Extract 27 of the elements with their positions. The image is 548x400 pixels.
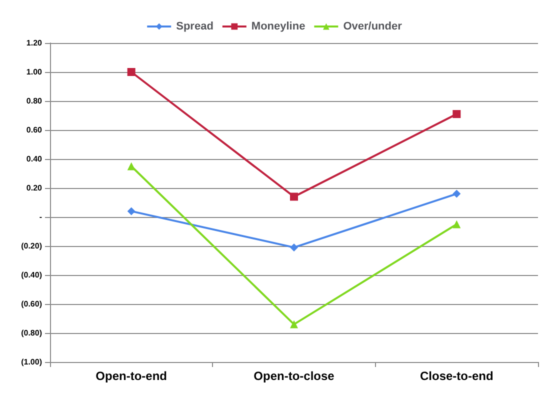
y-tick-label: -	[39, 212, 42, 222]
y-tick-label: (1.00)	[21, 358, 42, 366]
y-tick-label: (0.80)	[21, 328, 42, 338]
y-tick-label: 0.20	[26, 184, 43, 192]
point	[452, 190, 461, 198]
legend-label: Spread	[176, 20, 214, 32]
y-tick-label: 0.60	[26, 126, 43, 134]
y-tick-label: 0.80	[26, 96, 43, 106]
point	[452, 220, 461, 228]
x-tick-label: Open-to-close	[254, 369, 335, 383]
point	[127, 162, 136, 170]
point	[290, 192, 298, 201]
point	[290, 243, 298, 252]
legend-label: Over/under	[343, 20, 403, 32]
point	[127, 68, 136, 76]
x-tick-label: Open-to-end	[96, 369, 167, 383]
point	[127, 207, 136, 216]
x-tick-label: Close-to-end	[420, 369, 494, 383]
point	[290, 320, 298, 328]
legend-label: Moneyline	[251, 20, 306, 32]
y-tick-label: (0.60)	[21, 300, 42, 308]
y-tick-label: 1.00	[26, 68, 43, 76]
y-tick-label: 0.40	[26, 154, 43, 164]
y-tick-label: (0.40)	[21, 270, 42, 280]
y-tick-label: (0.20)	[21, 242, 42, 250]
y-tick-label: 1.20	[26, 38, 43, 48]
point	[452, 110, 461, 118]
